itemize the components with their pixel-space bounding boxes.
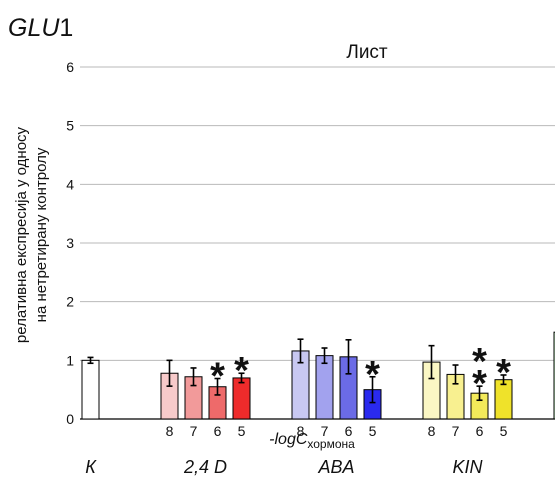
significance-star: * [472,341,487,383]
y-tick-label: 0 [66,411,74,427]
gene-label: GLU1 [8,14,73,42]
significance-star: * [496,352,511,394]
significance-star: * [234,350,249,392]
group-label: ABA [317,457,354,477]
y-tick-label: 2 [66,294,74,310]
y-axis-label-line1: релативна експресија у односу [13,126,30,343]
panel-title: Лист [346,42,388,63]
gene-label-suffix: 1 [59,14,73,42]
y-tick-label: 4 [66,176,74,192]
x-tick-label: 5 [369,423,377,439]
y-tick-label: 1 [66,352,74,368]
bar [315,355,334,420]
x-tick-label: 7 [452,423,460,439]
y-tick-label: 6 [66,59,74,75]
x-tick-label: 8 [428,423,436,439]
bar [81,359,100,420]
x-tick-label: 7 [321,423,329,439]
gene-label-prefix: GLU [8,14,60,42]
y-tick-label: 5 [66,118,74,134]
x-tick-label: 6 [476,423,484,439]
x-axis-label-subscript: хормона [307,437,355,451]
x-tick-label: 5 [500,423,508,439]
x-tick-label: 7 [190,423,198,439]
significance-star: * [365,354,380,396]
bars-layer [81,331,555,420]
significance-star: * [472,363,487,405]
group-label: KIN [452,457,483,477]
x-tick-label: 6 [345,423,353,439]
x-tick-label: 6 [214,423,222,439]
x-axis-label-main: -logC [269,431,308,448]
x-tick-label: 5 [238,423,246,439]
x-axis-label: -logCхормона [269,431,355,451]
group-label: К [85,457,97,477]
y-axis-label-line2: на нетретирану контролу [33,147,50,322]
y-tick-label: 3 [66,235,74,251]
group-label: 2,4 D [183,457,227,477]
x-tick-label: 8 [166,423,174,439]
x-tick-label: 8 [297,423,305,439]
significance-star: * [210,356,225,398]
